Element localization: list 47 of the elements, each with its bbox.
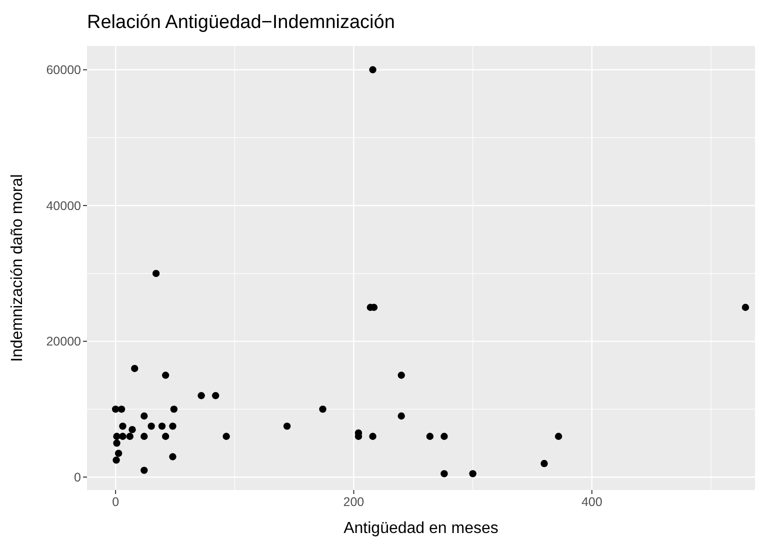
point — [398, 372, 405, 379]
point — [222, 432, 230, 440]
point — [131, 364, 138, 372]
point — [369, 66, 376, 74]
point — [170, 406, 178, 413]
chart-title: Relación Antigüedad−Indemnización — [87, 12, 395, 33]
point — [212, 392, 220, 400]
point — [114, 450, 122, 457]
y-tick-label: 20000 — [46, 334, 82, 349]
point — [554, 432, 562, 440]
x-tick-label: 400 — [581, 495, 602, 509]
point — [152, 270, 160, 278]
point — [112, 406, 120, 413]
point — [113, 440, 120, 447]
point — [126, 432, 134, 440]
point — [469, 470, 476, 478]
point — [140, 466, 148, 474]
point — [140, 432, 148, 440]
point — [398, 412, 405, 420]
point — [198, 392, 205, 400]
point — [119, 432, 126, 440]
point — [742, 304, 750, 311]
y-tick-label: 60000 — [46, 63, 82, 78]
point — [128, 426, 136, 434]
point — [440, 470, 448, 478]
point — [140, 412, 148, 420]
point — [426, 432, 434, 440]
point — [169, 422, 176, 430]
x-tick-label: 200 — [343, 495, 364, 509]
y-tick-label: 40000 — [46, 198, 82, 213]
point — [319, 406, 326, 413]
point — [440, 432, 448, 440]
point — [169, 453, 176, 460]
point — [162, 372, 170, 379]
point — [118, 406, 126, 413]
point — [112, 456, 120, 464]
y-tick-label: 0 — [74, 470, 82, 484]
point — [158, 422, 166, 430]
y-axis-title: Indemnización daño moral — [9, 174, 26, 362]
point — [540, 460, 548, 468]
x-tick-label: 0 — [112, 495, 120, 509]
point — [148, 422, 155, 430]
point — [369, 432, 376, 440]
x-axis-title: Antigüedad en meses — [344, 520, 498, 537]
point — [119, 422, 126, 430]
point — [283, 422, 291, 430]
point — [162, 432, 170, 440]
